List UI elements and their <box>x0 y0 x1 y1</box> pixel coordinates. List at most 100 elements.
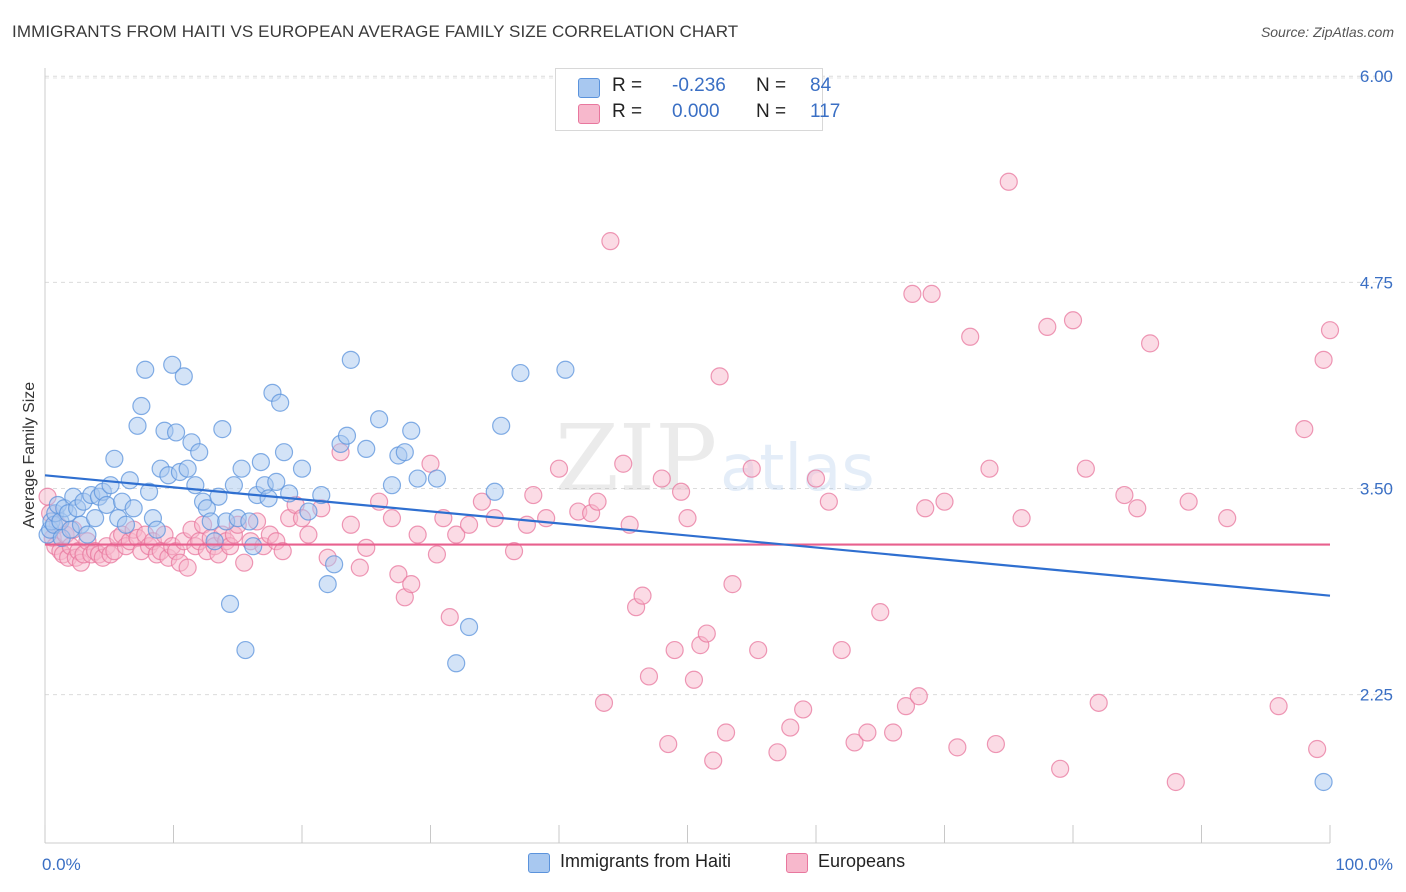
bottom-legend-label-haiti: Immigrants from Haiti <box>560 851 732 871</box>
europeans-point-79 <box>427 545 447 564</box>
europeans-point-55 <box>235 553 254 572</box>
haiti-point-87 <box>492 416 511 435</box>
europeans-point-77 <box>408 525 427 544</box>
europeans-point-142 <box>1115 485 1134 505</box>
y-axis-title: Average Family Size <box>21 382 38 529</box>
x-tick-label-0: 0.0% <box>42 855 81 874</box>
haiti-point-82 <box>408 469 427 488</box>
haiti-point-74 <box>337 426 357 445</box>
europeans-point-130 <box>935 492 954 511</box>
europeans-point-128 <box>916 499 935 518</box>
haiti-point-84 <box>447 654 466 673</box>
europeans-point-61 <box>273 542 292 561</box>
europeans-point-89 <box>537 509 556 528</box>
europeans-point-126 <box>903 284 922 304</box>
bottom-legend-swatch-europeans <box>786 853 808 873</box>
europeans-point-70 <box>350 558 369 577</box>
europeans-point-145 <box>1166 772 1185 792</box>
europeans-point-149 <box>1295 420 1314 439</box>
europeans-point-114 <box>749 640 768 660</box>
legend-r-value: 0.000 <box>672 101 720 122</box>
europeans-point-81 <box>440 607 459 627</box>
haiti-point-81 <box>402 421 421 440</box>
haiti-point-40 <box>174 367 193 386</box>
europeans-point-148 <box>1269 697 1288 716</box>
europeans-point-106 <box>684 670 704 689</box>
europeans-point-101 <box>652 469 671 488</box>
haiti-point-68 <box>292 459 312 478</box>
europeans-point-88 <box>524 485 543 505</box>
y-tick-label-3: 6.00 <box>1360 67 1393 86</box>
haiti-point-75 <box>341 350 360 369</box>
europeans-point-122 <box>858 723 877 742</box>
europeans-point-132 <box>961 327 980 346</box>
haiti-point-17 <box>86 509 105 528</box>
x-tick-label-100: 100.0% <box>1335 855 1393 874</box>
europeans-point-110 <box>710 367 729 386</box>
haiti-point-25 <box>116 515 136 534</box>
haiti-point-38 <box>166 423 186 442</box>
europeans-point-93 <box>588 492 607 511</box>
haiti-point-80 <box>395 443 414 462</box>
haiti-point-37 <box>163 355 182 374</box>
haiti-point-78 <box>382 476 402 495</box>
europeans-point-136 <box>1012 509 1031 528</box>
legend-r-value: -0.236 <box>672 75 726 96</box>
europeans-point-137 <box>1038 317 1057 336</box>
haiti-point-43 <box>186 476 205 495</box>
legend-r-label: R = <box>612 101 643 122</box>
europeans-point-41 <box>178 558 197 577</box>
haiti-point-83 <box>427 469 447 488</box>
europeans-point-141 <box>1089 693 1108 712</box>
haiti-point-66 <box>274 443 294 462</box>
europeans-point-105 <box>678 509 697 528</box>
haiti-point-28 <box>128 416 147 435</box>
haiti-point-55 <box>232 459 251 478</box>
europeans-point-118 <box>806 469 826 488</box>
europeans-point-103 <box>665 640 684 660</box>
haiti-point-60 <box>251 452 270 472</box>
haiti-point-64 <box>267 472 286 491</box>
europeans-point-125 <box>896 697 916 716</box>
trend-line-haiti <box>44 474 1331 597</box>
haiti-point-57 <box>240 512 259 531</box>
haiti-point-48 <box>205 532 224 551</box>
haiti-point-90 <box>1314 772 1333 792</box>
europeans-point-73 <box>382 509 402 528</box>
europeans-point-104 <box>671 482 691 501</box>
europeans-point-151 <box>1314 350 1333 369</box>
europeans-point-147 <box>1218 509 1237 528</box>
europeans-point-121 <box>845 733 864 752</box>
haiti-point-31 <box>139 482 159 501</box>
europeans-point-71 <box>357 538 376 557</box>
europeans-point-94 <box>594 693 614 712</box>
haiti-point-88 <box>511 363 530 383</box>
europeans-point-99 <box>633 586 652 605</box>
haiti-point-52 <box>220 594 240 614</box>
europeans-point-134 <box>986 734 1006 754</box>
trend-lines <box>44 474 1331 597</box>
y-tick-label-2: 4.75 <box>1360 273 1393 292</box>
legend-swatch-haiti <box>578 78 600 98</box>
europeans-point-139 <box>1063 311 1083 330</box>
legend-swatch-europeans <box>578 104 600 124</box>
europeans-point-100 <box>639 667 659 686</box>
legend-n-value: 84 <box>810 75 832 96</box>
grid-lines <box>45 75 1392 696</box>
haiti-point-86 <box>485 482 504 501</box>
europeans-point-120 <box>832 640 851 660</box>
europeans-point-124 <box>883 723 903 742</box>
europeans-point-143 <box>1128 499 1147 518</box>
europeans-point-146 <box>1179 492 1198 511</box>
europeans-point-108 <box>697 624 716 643</box>
europeans-point-109 <box>704 751 723 770</box>
y-tick-label-1: 3.50 <box>1360 479 1393 498</box>
haiti-point-77 <box>370 410 389 429</box>
europeans-point-111 <box>716 723 736 742</box>
bottom-legend-swatch-haiti <box>528 853 550 873</box>
europeans-point-140 <box>1076 459 1095 478</box>
europeans-point-86 <box>504 542 524 561</box>
haiti-point-47 <box>201 512 220 531</box>
haiti-point-72 <box>325 555 344 574</box>
europeans-point-135 <box>999 172 1018 191</box>
